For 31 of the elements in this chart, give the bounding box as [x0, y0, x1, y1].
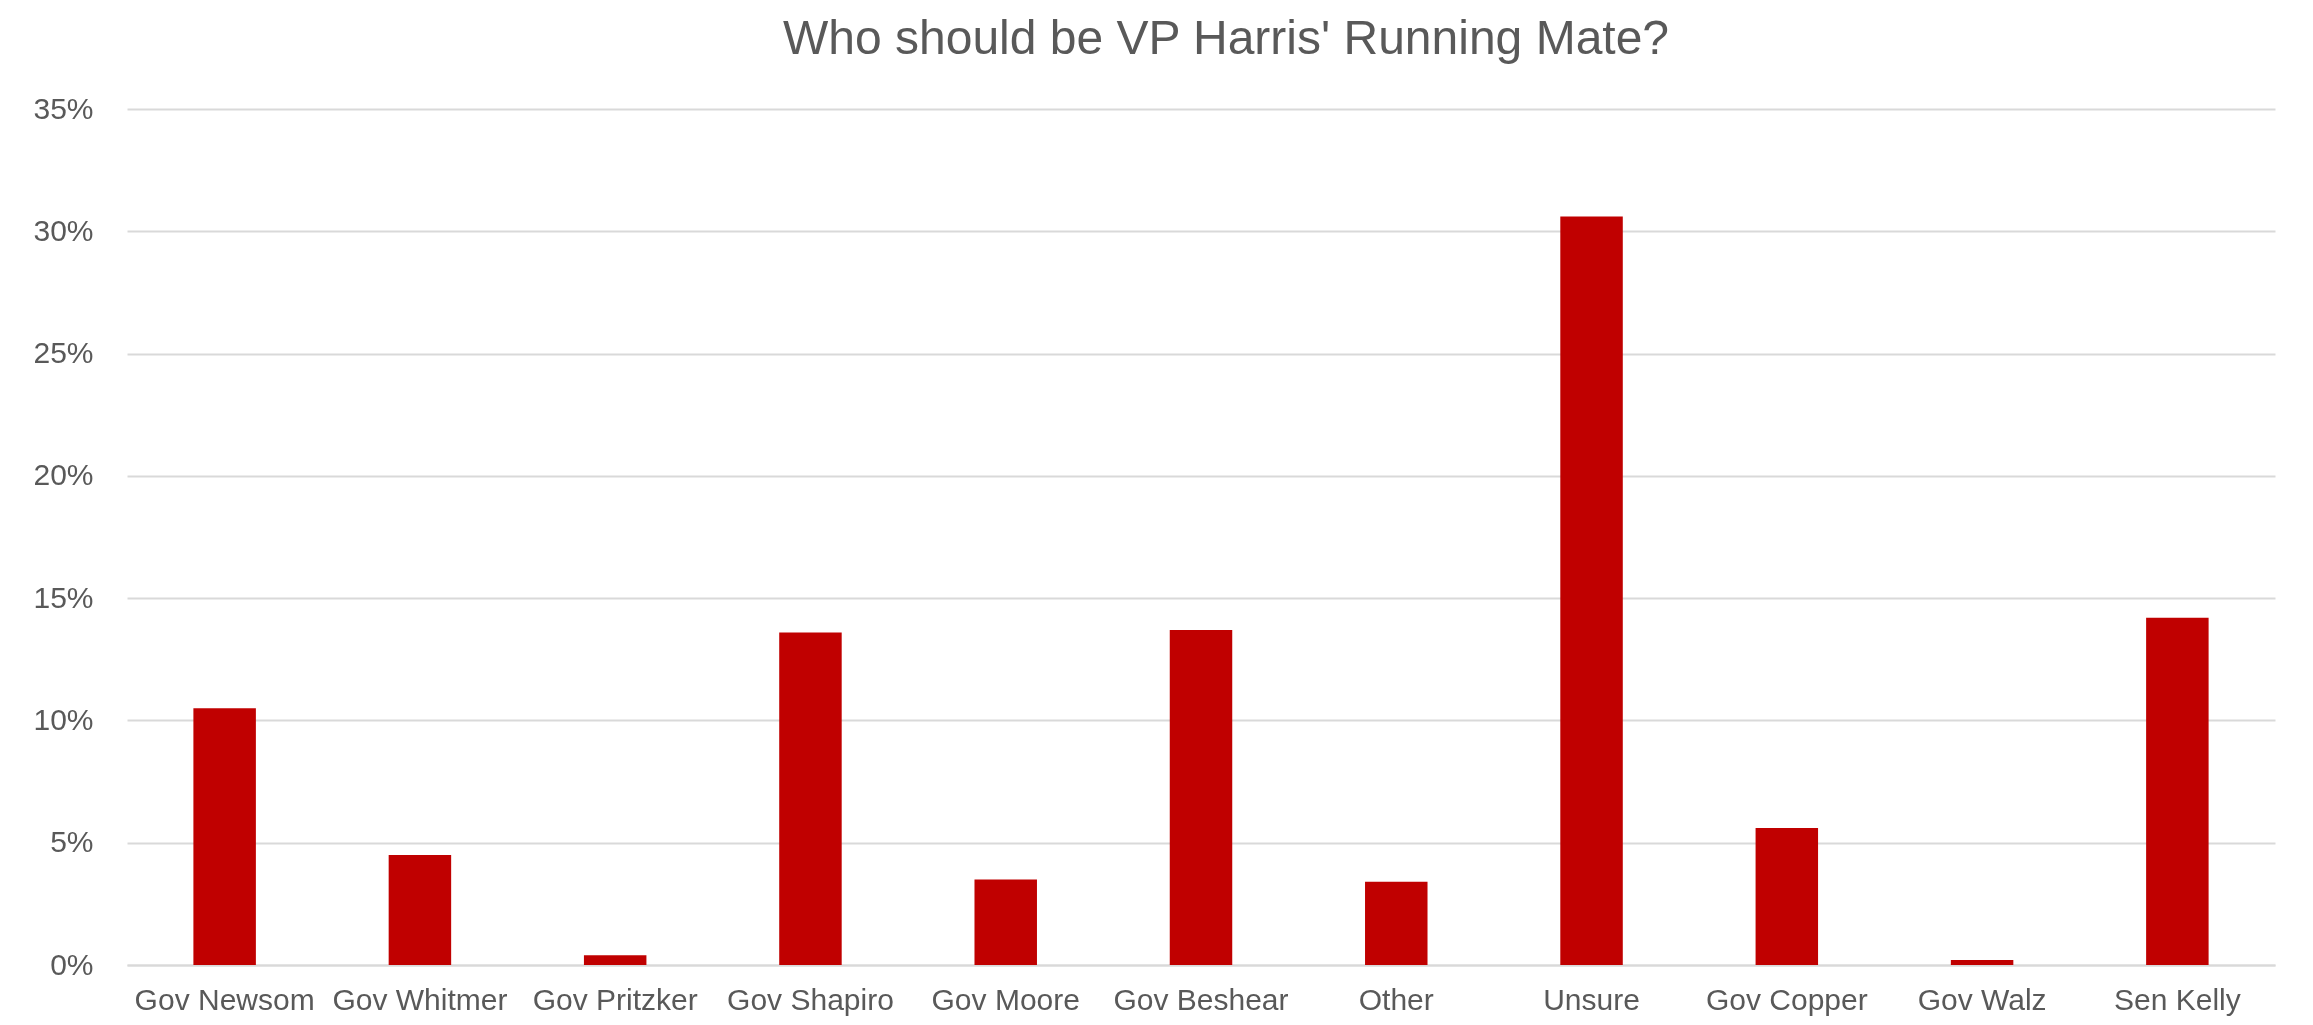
y-tick-label: 30%	[33, 213, 94, 247]
x-tick-label: Gov Newsom	[134, 982, 315, 1016]
x-tick-label: Gov Pritzker	[532, 982, 698, 1016]
y-tick-label: 15%	[33, 580, 94, 614]
x-tick-label: Gov Copper	[1705, 982, 1868, 1016]
bar	[1560, 216, 1623, 965]
bar	[193, 708, 256, 965]
x-tick-label: Gov Moore	[931, 982, 1080, 1016]
x-tick-label: Gov Walz	[1917, 982, 2047, 1016]
x-tick-label: Other	[1358, 982, 1434, 1016]
y-tick-label: 10%	[33, 702, 94, 736]
x-tick-label: Gov Beshear	[1113, 982, 1289, 1016]
x-tick-label: Sen Kelly	[2113, 982, 2241, 1016]
x-tick-label: Gov Whitmer	[332, 982, 508, 1016]
y-tick-label: 20%	[33, 458, 94, 492]
y-tick-label: 35%	[33, 91, 94, 125]
bar	[779, 632, 842, 965]
bar	[1950, 960, 2014, 965]
bar	[1755, 828, 1819, 965]
chart-title: Who should be VP Harris' Running Mate?	[782, 11, 1670, 64]
y-tick-label: 5%	[50, 825, 94, 859]
x-tick-label: Gov Shapiro	[727, 982, 894, 1016]
bar	[388, 854, 452, 965]
bar	[1169, 629, 1233, 965]
y-tick-label: 25%	[33, 336, 94, 370]
bar	[974, 879, 1037, 965]
bar	[583, 955, 647, 965]
bar	[2146, 617, 2209, 965]
x-tick-label: Unsure	[1543, 982, 1640, 1016]
y-tick-label: 0%	[50, 947, 94, 981]
bar	[1365, 881, 1428, 965]
